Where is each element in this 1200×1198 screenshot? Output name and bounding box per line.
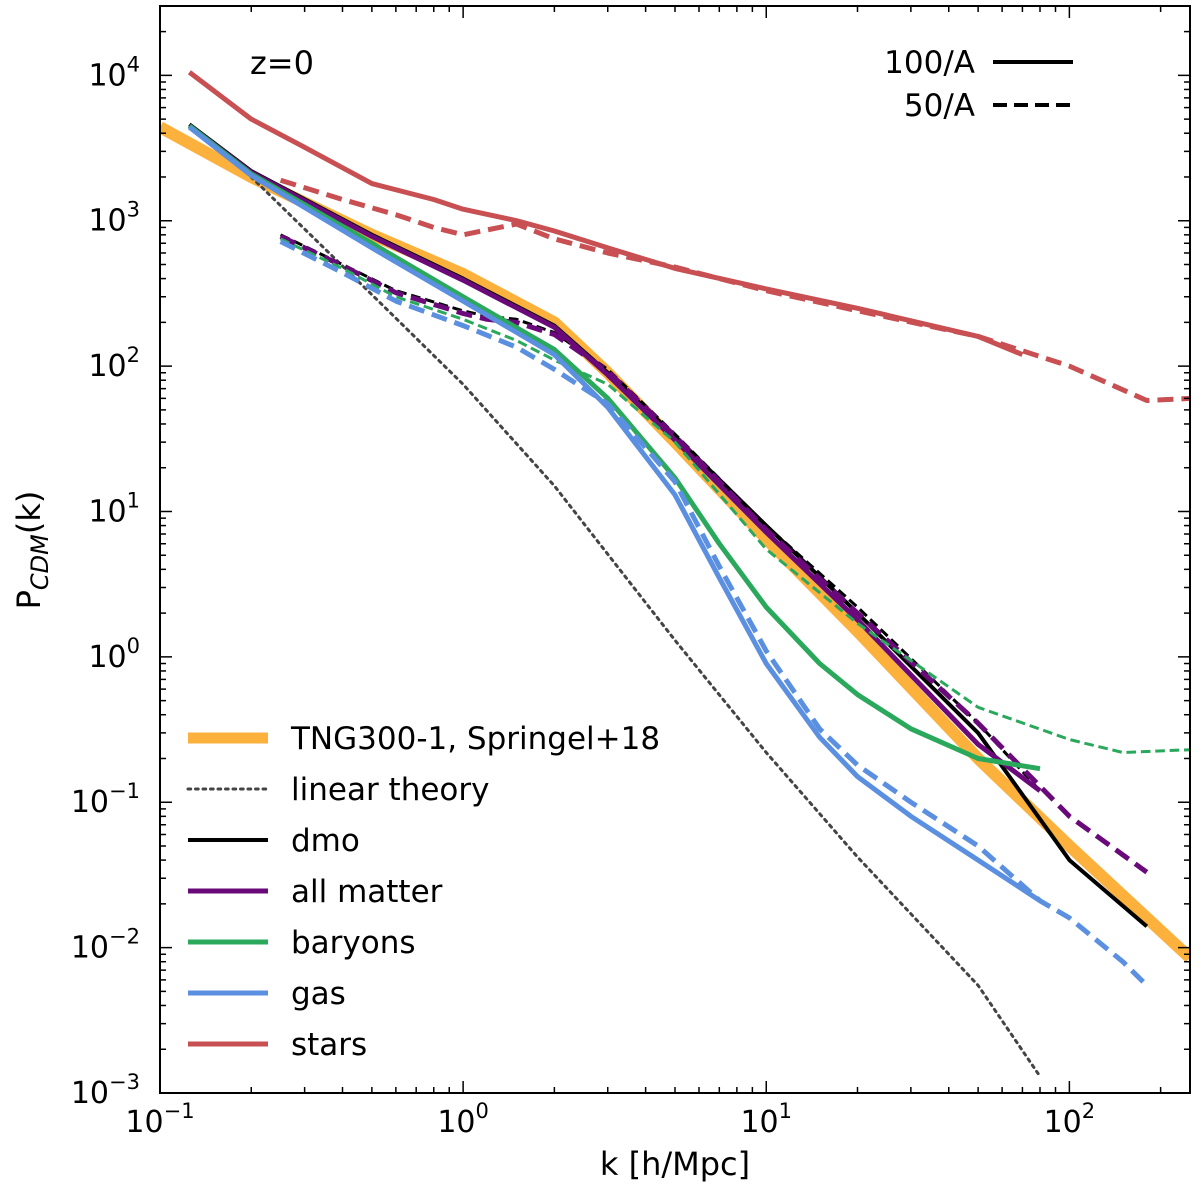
series-line-all-matter-100-a (187, 123, 1042, 793)
series-line-stars-50-a (279, 177, 1190, 403)
y-tick-label: 100 (88, 634, 140, 675)
legend-label-gas: gas (291, 976, 346, 1012)
series-line-linear-theory (249, 175, 1042, 1078)
y-axis-label-tail: (k) (10, 491, 48, 535)
y-tick-label: 104 (88, 52, 140, 93)
legend-label-baryons: baryons (291, 925, 416, 961)
series-line-gas-50-a (279, 239, 1149, 988)
legend-label-all-matter: all matter (291, 874, 443, 910)
legend-label-dmo: dmo (291, 823, 360, 859)
redshift-annotation: z=0 (250, 44, 314, 82)
x-tick-label: 102 (1044, 1099, 1096, 1140)
series-line-all-matter-50-a (279, 234, 1149, 875)
legend-style: 100/A 50/A (884, 45, 1073, 124)
legend-label-stars: stars (291, 1027, 367, 1063)
x-axis-label: k [h/Mpc] (600, 1145, 750, 1183)
legend-label-tng300-1-springel-18: TNG300-1, Springel+18 (290, 721, 660, 757)
y-axis-label: PCDM(k) (10, 491, 54, 610)
series-line-baryons-100-a (187, 123, 1041, 772)
legend-style-label-50-a: 50/A (904, 88, 975, 124)
y-axis-label-sub: CDM (26, 534, 54, 590)
series-layer (160, 70, 1190, 1078)
y-tick-label: 10−1 (71, 779, 140, 820)
y-tick-label: 103 (88, 198, 140, 239)
y-tick-label: 101 (88, 488, 140, 529)
x-tick-label: 101 (740, 1099, 792, 1140)
legend-style-label-100-a: 100/A (884, 45, 975, 81)
legend-species: TNG300-1, Springel+18 linear theory dmo all… (186, 721, 660, 1063)
legend-label-linear-theory: linear theory (291, 772, 489, 808)
ticks-layer (159, 5, 1190, 1094)
series-line-gas-100-a (187, 125, 1042, 903)
labels-layer: 10−1 100 101 102 10−3 10−2 10−1 100 101 102 103 104 (71, 52, 1095, 1140)
x-tick-label: 100 (437, 1099, 489, 1140)
y-axis-label-main: P (10, 590, 48, 609)
svg-text:PCDM(k): PCDM(k) (10, 491, 54, 610)
y-tick-label: 10−2 (71, 925, 140, 966)
x-tick-label: 10−1 (125, 1099, 194, 1140)
y-tick-label: 10−3 (71, 1070, 140, 1111)
y-tick-label: 102 (88, 343, 140, 384)
